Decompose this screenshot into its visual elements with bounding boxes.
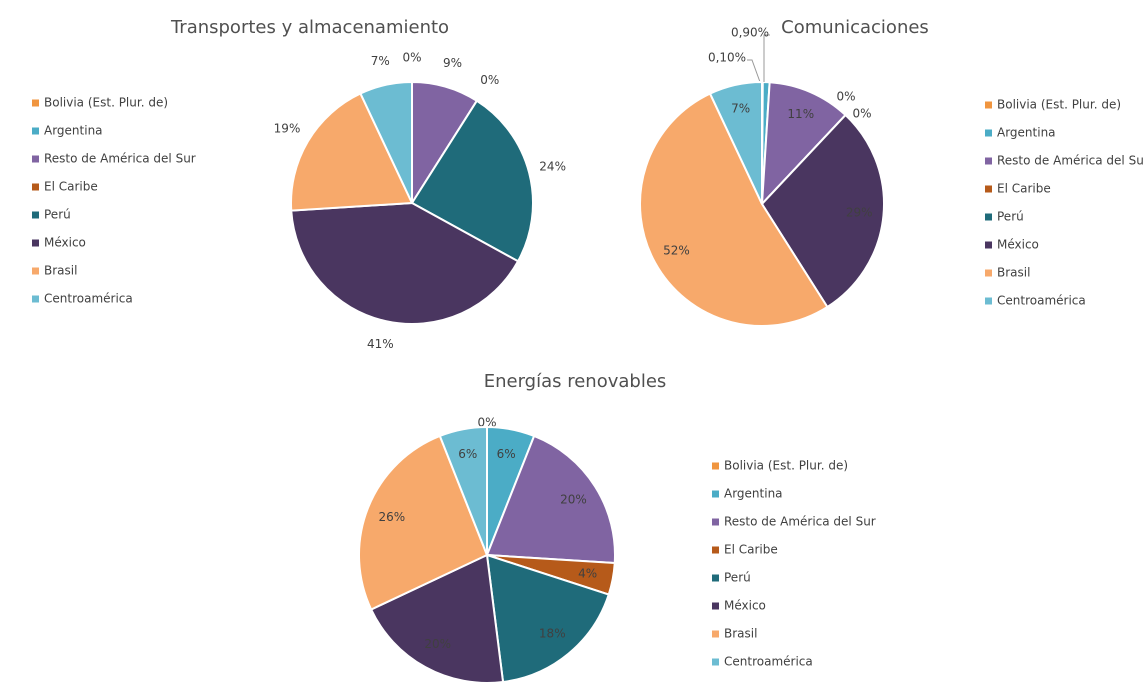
data-label: 9% [443,56,462,70]
data-label: 6% [458,447,477,461]
pie-slice [760,81,847,207]
pie-slice [410,99,534,263]
legend-label: Brasil [724,627,757,641]
data-label: 0,90% [731,26,769,40]
data-label: 52% [663,244,690,258]
chart-title: Energías renovables [484,371,667,392]
legend-label: Bolivia (Est. Plur. de) [44,96,168,110]
legend-swatch [712,658,719,666]
data-label: 24% [539,159,566,173]
data-label: 0% [477,416,496,430]
legend-label: Centroamérica [44,292,133,306]
data-label: 26% [378,510,405,524]
leader-line [747,59,761,83]
legend-label: Argentina [997,126,1056,140]
pie-slice [359,80,413,204]
pie-slice [438,425,488,556]
legend-swatch [712,490,719,498]
legend-label: Perú [997,210,1024,224]
legend-label: México [724,599,766,613]
pie-slice [639,92,829,327]
legend-swatch [32,183,39,191]
legend-label: Argentina [724,487,783,501]
legend-label: Bolivia (Est. Plur. de) [997,98,1121,112]
legend-label: Centroamérica [724,655,813,669]
legend-swatch [32,239,39,247]
legend-label: Resto de América del Sur [997,154,1143,168]
legend-swatch [985,185,992,193]
legend-swatch [985,157,992,165]
pie-slice [760,113,885,309]
legend-swatch [712,630,719,638]
legend-swatch [985,101,992,109]
chart-title: Transportes y almacenamiento [170,17,449,38]
legend-swatch [712,462,719,470]
legend-swatch [32,155,39,163]
legend-label: Brasil [997,266,1030,280]
legend-swatch [985,297,992,305]
data-label: 0% [402,50,421,64]
legend-swatch [985,269,992,277]
pie-slice [290,92,414,212]
data-label: 11% [787,107,814,121]
legend-label: El Caribe [997,182,1051,196]
legend-label: Centroamérica [997,294,1086,308]
pie-slice [290,201,520,325]
data-label: 7% [371,54,390,68]
legend-label: Perú [724,571,751,585]
data-label: 6% [497,447,516,461]
legend-label: Resto de América del Sur [724,515,876,529]
legend-swatch [712,574,719,582]
data-label: 29% [846,206,873,220]
legend-label: México [44,236,86,250]
legend-swatch [712,602,719,610]
legend-label: Perú [44,208,71,222]
data-label: 18% [539,626,566,640]
legend-swatch [32,267,39,275]
data-label: 20% [560,493,587,507]
legend-label: El Caribe [724,543,778,557]
chart-title: Comunicaciones [781,17,929,38]
legend-label: Resto de América del Sur [44,152,196,166]
data-label: 4% [578,567,597,581]
pie-slice [485,434,616,565]
legend-swatch [712,518,719,526]
leader-line [763,34,770,82]
data-label: 19% [274,122,301,136]
legend-swatch [985,241,992,249]
legend-label: El Caribe [44,180,98,194]
legend-swatch [712,546,719,554]
legend-swatch [32,211,39,219]
pie-slice [358,434,489,611]
legend-label: Brasil [44,264,77,278]
data-label: 7% [731,101,750,115]
legend-swatch [32,127,39,135]
legend-label: México [997,238,1039,252]
legend-swatch [985,213,992,221]
data-label: 0% [836,90,855,104]
data-label: 0% [852,107,871,121]
legend-swatch [985,129,992,137]
legend-swatch [32,295,39,303]
pie-slice [369,553,505,684]
legend-label: Bolivia (Est. Plur. de) [724,459,848,473]
legend-label: Argentina [44,124,103,138]
legend-swatch [32,99,39,107]
data-label: 41% [367,337,394,351]
data-label: 0,10% [708,51,746,65]
data-label: 20% [424,637,451,651]
pie-slice [708,80,763,205]
data-label: 0% [480,73,499,87]
pie-slice [485,553,610,684]
